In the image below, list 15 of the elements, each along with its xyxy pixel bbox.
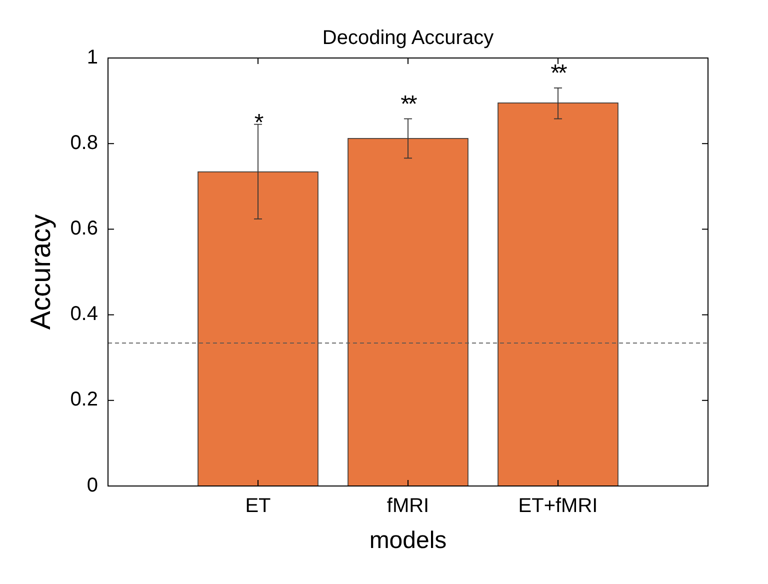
chart-title: Decoding Accuracy xyxy=(322,27,494,49)
x-tick-label: ET xyxy=(245,495,271,517)
y-tick-label: 0.2 xyxy=(70,388,98,411)
y-tick-label: 0.4 xyxy=(70,303,98,326)
y-tick-label: 1 xyxy=(86,46,98,68)
x-tick-label: fMRI xyxy=(386,495,430,517)
y-axis-title: Accuracy xyxy=(25,214,56,330)
y-tick-label: 0 xyxy=(86,474,98,496)
x-axis-title: models xyxy=(369,527,447,554)
y-tick-label: 0.6 xyxy=(70,217,98,240)
x-tick-label: ET+fMRI xyxy=(518,495,598,517)
annotation: ** xyxy=(400,90,417,118)
annotation: ** xyxy=(550,60,567,87)
annotation: * xyxy=(254,109,264,136)
y-tick-label: 0.8 xyxy=(70,132,98,154)
